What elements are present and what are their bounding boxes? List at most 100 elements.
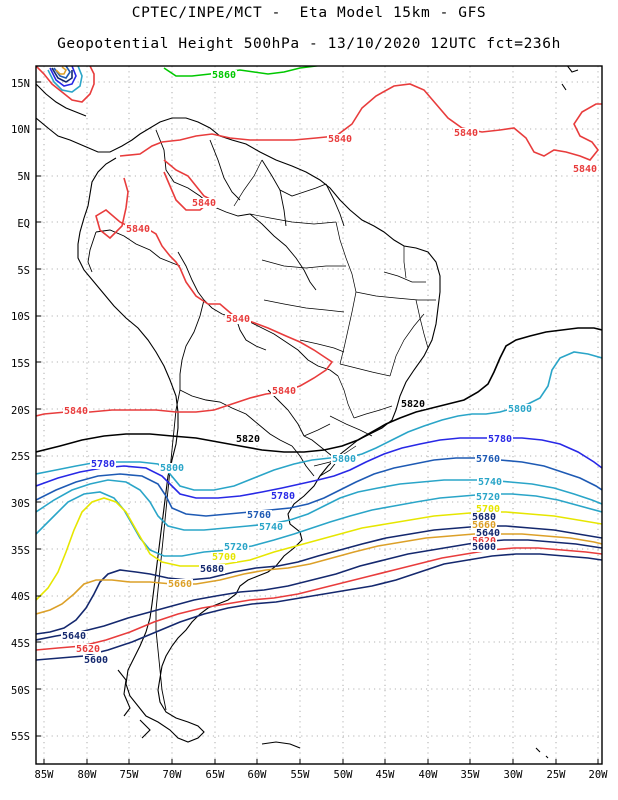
contour-label-bg (475, 504, 501, 514)
lon-label: 40W (419, 769, 439, 781)
contour-label: 5780 (488, 434, 512, 445)
lon-label: 70W (163, 769, 183, 781)
contour-label-bg (475, 454, 501, 464)
coastline (36, 66, 579, 759)
contour-label-bg (191, 198, 217, 208)
lon-label: 80W (78, 769, 98, 781)
latitude-axis: 15N 10N 5N EQ 5S 10S 15S 20S 25S 30S 35S… (11, 78, 30, 743)
contour-label: 5660 (472, 520, 496, 531)
contour-label-bg (125, 224, 151, 234)
contour-label-bg (211, 552, 237, 562)
lon-label: 65W (206, 769, 226, 781)
contour-label-bg (477, 477, 503, 487)
contour-label-bg (258, 522, 284, 532)
lon-label: 30W (504, 769, 524, 781)
contour-label-bg (572, 164, 598, 174)
lon-label: 60W (248, 769, 268, 781)
lat-label: 15S (11, 358, 30, 370)
lat-label: 15N (11, 78, 30, 90)
lon-label: 25W (547, 769, 567, 781)
contour-label: 5800 (160, 463, 184, 474)
contour-label: 5660 (168, 579, 192, 590)
contour-lines (36, 66, 602, 661)
state-borders (233, 159, 436, 467)
contour-label: 5840 (272, 386, 296, 397)
contour-label: 5840 (226, 314, 250, 325)
contour-label: 5700 (212, 552, 236, 563)
lat-label: 40S (11, 591, 30, 603)
contour-label: 5820 (401, 399, 425, 410)
contour-label-bg (453, 128, 479, 138)
lat-lon-grid (36, 66, 602, 764)
contour-label-bg (159, 463, 185, 473)
contour-label-bg (199, 564, 225, 574)
lon-label: 85W (35, 769, 55, 781)
lat-label: 25S (11, 451, 30, 463)
contour-label-bg (83, 655, 109, 665)
lat-label: EQ (17, 218, 30, 230)
contour-label-bg (471, 520, 497, 530)
lon-label: 20W (589, 769, 609, 781)
lon-label: 35W (461, 769, 481, 781)
contour-label: 5600 (472, 542, 496, 553)
contour-label-bg (471, 536, 497, 546)
contour-label: 5640 (476, 528, 500, 539)
contour-label-bg (235, 434, 261, 444)
lat-label: 50S (11, 685, 30, 697)
lat-label: 10S (11, 311, 30, 323)
contour-label: 5680 (472, 512, 496, 523)
contour-label-bg (270, 491, 296, 501)
contour-label: 5840 (192, 198, 216, 209)
contour-label-bg (90, 459, 116, 469)
contour-label: 5600 (84, 655, 108, 666)
contour-label-bg (327, 134, 353, 144)
lon-label: 75W (120, 769, 140, 781)
contour-label: 5760 (247, 510, 271, 521)
lat-label: 10N (11, 124, 30, 136)
contour-label: 5800 (508, 404, 532, 415)
map-title-line2: Geopotential Height 500hPa - 13/10/2020 … (57, 36, 561, 52)
contour-label: 5820 (236, 434, 260, 445)
contour-label: 5840 (126, 224, 150, 235)
contour-label-bg (61, 631, 87, 641)
lat-label: 20S (11, 405, 30, 417)
lat-label: 45S (11, 638, 30, 650)
country-borders (87, 129, 345, 711)
longitude-axis: 85W 80W 75W 70W 65W 60W 55W 50W 45W 40W … (35, 769, 609, 781)
contour-label-bg (475, 528, 501, 538)
contour-label-bg (211, 70, 237, 80)
contour-label: 5800 (332, 454, 356, 465)
map-title-line1: CPTEC/INPE/MCT - Eta Model 15km - GFS (131, 5, 487, 21)
contour-label: 5860 (212, 70, 236, 81)
contour-label-bg (400, 399, 426, 409)
contour-label: 5620 (472, 536, 496, 547)
lon-label: 55W (291, 769, 311, 781)
contour-label: 5840 (64, 406, 88, 417)
contour-label: 5780 (271, 491, 295, 502)
contour-label: 5720 (224, 542, 248, 553)
contour-label-bg (223, 542, 249, 552)
lat-label: 5S (17, 265, 30, 277)
contour-label: 5760 (476, 454, 500, 465)
contour-label-bg (507, 404, 533, 414)
contour-label: 5840 (328, 134, 352, 145)
contour-label-bg (471, 542, 497, 552)
lat-label: 30S (11, 498, 30, 510)
contour-label: 5840 (454, 128, 478, 139)
axis-ticks (36, 81, 599, 764)
contour-label: 5720 (476, 492, 500, 503)
contour-label: 5640 (62, 631, 86, 642)
contour-label: 5740 (478, 477, 502, 488)
contour-label: 5780 (91, 459, 115, 470)
contour-label: 5740 (259, 522, 283, 533)
contour-labels: 5860 5840 5840 5840 5840 5840 5840 5840 5840 5820… (61, 70, 598, 666)
contour-label-bg (75, 644, 101, 654)
contour-label: 5700 (476, 504, 500, 515)
contour-label-bg (331, 454, 357, 464)
lat-label: 35S (11, 545, 30, 557)
lon-label: 50W (334, 769, 354, 781)
contour-label-bg (471, 512, 497, 522)
lon-label: 45W (376, 769, 396, 781)
map-frame (35, 65, 603, 765)
